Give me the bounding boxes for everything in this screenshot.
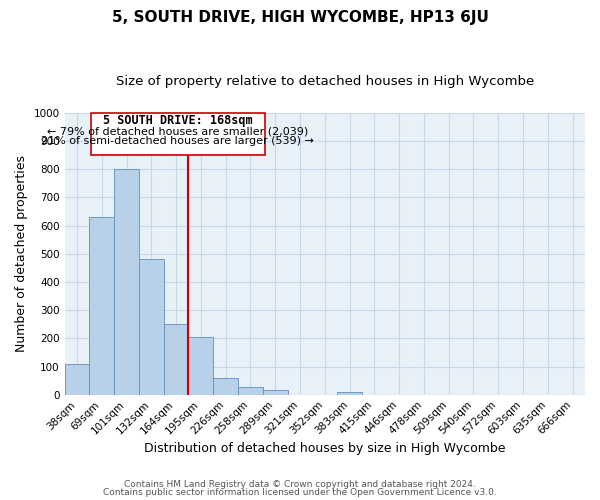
Bar: [238, 387, 263, 394]
Text: Contains public sector information licensed under the Open Government Licence v3: Contains public sector information licen…: [103, 488, 497, 497]
FancyBboxPatch shape: [91, 113, 265, 155]
Bar: [164, 324, 188, 394]
Y-axis label: Number of detached properties: Number of detached properties: [15, 156, 28, 352]
Text: 5 SOUTH DRIVE: 168sqm: 5 SOUTH DRIVE: 168sqm: [103, 114, 253, 127]
Bar: [114, 169, 139, 394]
Text: ← 79% of detached houses are smaller (2,039): ← 79% of detached houses are smaller (2,…: [47, 126, 308, 136]
Bar: [139, 260, 164, 394]
Bar: [263, 390, 287, 394]
Text: 5, SOUTH DRIVE, HIGH WYCOMBE, HP13 6JU: 5, SOUTH DRIVE, HIGH WYCOMBE, HP13 6JU: [112, 10, 488, 25]
Title: Size of property relative to detached houses in High Wycombe: Size of property relative to detached ho…: [116, 75, 534, 88]
Text: 21% of semi-detached houses are larger (539) →: 21% of semi-detached houses are larger (…: [41, 136, 314, 146]
Text: Contains HM Land Registry data © Crown copyright and database right 2024.: Contains HM Land Registry data © Crown c…: [124, 480, 476, 489]
Bar: [337, 392, 362, 394]
Bar: [188, 337, 213, 394]
Bar: [65, 364, 89, 394]
Bar: [89, 216, 114, 394]
X-axis label: Distribution of detached houses by size in High Wycombe: Distribution of detached houses by size …: [144, 442, 506, 455]
Bar: [213, 378, 238, 394]
